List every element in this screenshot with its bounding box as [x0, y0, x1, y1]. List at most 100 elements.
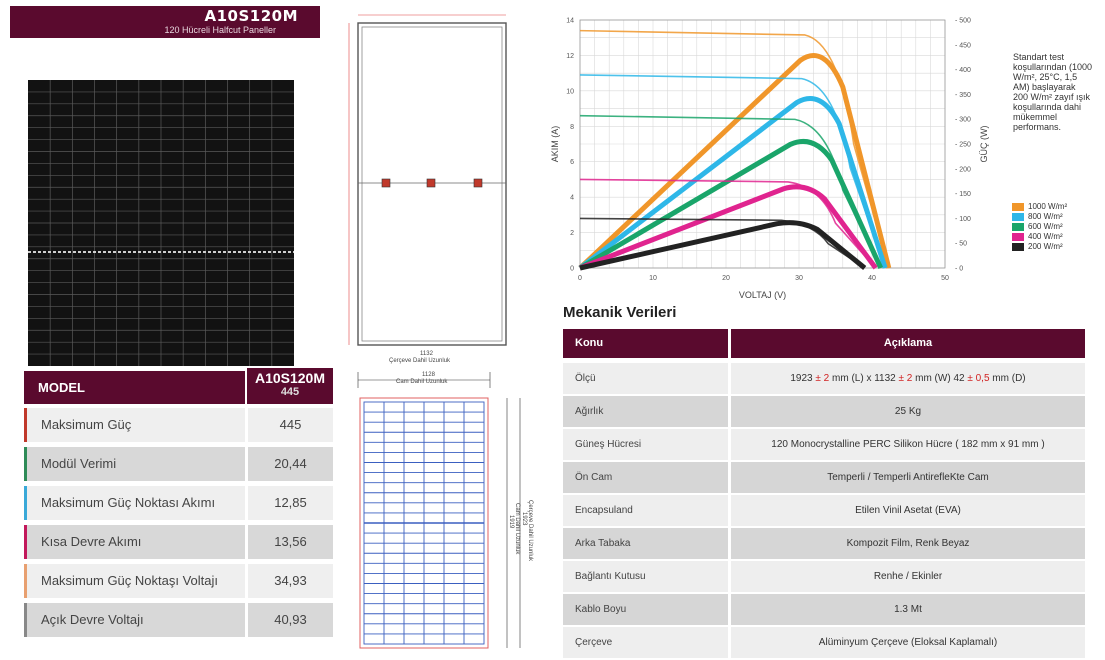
legend-swatch	[1012, 232, 1024, 241]
pv-curve	[579, 220, 867, 271]
legend-item: 1000 W/m²	[1012, 202, 1067, 212]
model-table-row: Açık Devre Voltajı 40,93	[24, 603, 333, 637]
y2-tick-label: - 150	[955, 191, 971, 198]
y2-tick-label: - 400	[955, 67, 971, 74]
mechanical-row-value: Kompozit Film, Renk Beyaz	[731, 528, 1085, 559]
model-row-label: Maksimum Güç Noktaşı Voltajı	[24, 564, 245, 598]
pv-curve	[579, 184, 878, 271]
y-tick-label: 0	[570, 266, 574, 273]
mechanical-row: Kablo Boyu 1.3 Mt	[563, 594, 1085, 625]
y-tick-label: 12	[566, 53, 574, 60]
y2-tick-label: - 350	[955, 92, 971, 99]
glass-height-label: Cam Dahil Uzunluk	[514, 503, 520, 555]
y-tick-label: 14	[566, 18, 574, 25]
mechanical-header-aciklama: Açıklama	[731, 329, 1085, 358]
mechanical-title: Mekanik Verileri	[563, 304, 677, 321]
model-title: A10S120M	[204, 7, 298, 25]
pv-curve	[578, 53, 892, 270]
legend-label: 1000 W/m²	[1028, 202, 1068, 211]
legend-item: 800 W/m²	[1012, 212, 1063, 222]
y-tick-label: 6	[570, 159, 574, 166]
panel-front-drawing	[344, 8, 524, 353]
model-table-row: Maksimum Güç Noktaşı Voltajı 34,93	[24, 564, 333, 598]
mechanical-row-key: Çerçeve	[563, 627, 728, 658]
mechanical-row: Ağırlık 25 Kg	[563, 396, 1085, 427]
mechanical-row-key: Güneş Hücresi	[563, 429, 728, 460]
x-tick-label: 50	[941, 275, 949, 282]
legend-item: 600 W/m²	[1012, 222, 1063, 232]
model-table-row: Maksimum Güç 445	[24, 408, 333, 442]
y-tick-label: 4	[570, 195, 574, 202]
y-tick-label: 2	[570, 230, 574, 237]
frame-height-label: Çerçeve Dahil Uzunluk	[527, 500, 533, 562]
x-tick-label: 30	[795, 275, 803, 282]
mechanical-row-key: Kablo Boyu	[563, 594, 728, 625]
legend-item: 400 W/m²	[1012, 232, 1063, 242]
model-row-label: Maksimum Güç Noktası Akımı	[24, 486, 245, 520]
model-subtitle: 120 Hücreli Halfcut Paneller	[164, 25, 276, 35]
y-tick-label: 10	[566, 88, 574, 95]
y2-tick-label: - 100	[955, 216, 971, 223]
glass-length-value: 1128	[422, 372, 435, 378]
model-row-value: 20,44	[248, 447, 333, 481]
mechanical-row-key: Ölçü	[563, 363, 728, 394]
mechanical-row-value: 120 Monocrystalline PERC Silikon Hücre (…	[731, 429, 1085, 460]
y-axis-label: AKIM (A)	[550, 126, 560, 163]
mechanical-row: Encapsuland Etilen Vinil Asetat (EVA)	[563, 495, 1085, 526]
title-banner: A10S120M 120 Hücreli Halfcut Paneller	[10, 6, 320, 38]
model-row-label: Açık Devre Voltajı	[24, 603, 245, 637]
mechanical-row: Ön Cam Temperli / Temperli AntirefleKte C…	[563, 462, 1085, 493]
x-tick-label: 20	[722, 275, 730, 282]
y2-tick-label: - 450	[955, 42, 971, 49]
y2-tick-label: - 0	[955, 266, 963, 273]
model-row-value: 13,56	[248, 525, 333, 559]
mechanical-row-key: Ön Cam	[563, 462, 728, 493]
mechanical-row-value: Alüminyum Çerçeve (Eloksal Kaplamalı)	[731, 627, 1085, 658]
stc-note: Standart test koşullarından (1000 W/m², …	[1013, 52, 1093, 132]
frame-length-value: 1132	[420, 351, 433, 357]
legend-label: 200 W/m²	[1028, 242, 1063, 251]
legend-swatch	[1012, 202, 1024, 211]
legend-label: 400 W/m²	[1028, 232, 1063, 241]
mechanical-row: Arka Tabaka Kompozit Film, Renk Beyaz	[563, 528, 1085, 559]
model-table-row: Maksimum Güç Noktası Akımı 12,85	[24, 486, 333, 520]
y2-tick-label: - 250	[955, 142, 971, 149]
mechanical-row: Güneş Hücresi 120 Monocrystalline PERC Si…	[563, 429, 1085, 460]
model-row-label: Kısa Devre Akımı	[24, 525, 245, 559]
model-row-value: 40,93	[248, 603, 333, 637]
mechanical-row-value: Etilen Vinil Asetat (EVA)	[731, 495, 1085, 526]
mechanical-row-key: Arka Tabaka	[563, 528, 728, 559]
frame-length-label: Çerçeve Dahil Uzunluk	[389, 358, 451, 364]
pv-curve	[578, 96, 888, 270]
mechanical-row-key: Bağlantı Kutusu	[563, 561, 728, 592]
solar-panel-image	[28, 80, 294, 366]
x-tick-label: 40	[868, 275, 876, 282]
x-tick-label: 0	[578, 275, 582, 282]
iv-chart: 0 10 20 30 40 50 0 2 4 6 8 10 12 14 - 0 - 50 - 100 - 150 -…	[548, 6, 998, 304]
mechanical-row-value: Temperli / Temperli AntirefleKte Cam	[731, 462, 1085, 493]
mechanical-row-value: 1923 ± 2 mm (L) x 1132 ± 2 mm (W) 42 ± 0…	[731, 363, 1085, 394]
mechanical-row: Bağlantı Kutusu Renhe / Ekinler	[563, 561, 1085, 592]
legend-label: 800 W/m²	[1028, 212, 1063, 221]
panel-back-drawing	[355, 368, 545, 653]
y-tick-label: 8	[570, 124, 574, 131]
legend-swatch	[1012, 222, 1024, 231]
legend-label: 600 W/m²	[1028, 222, 1063, 231]
model-table-header-model: A10S120M 445	[247, 368, 333, 404]
glass-length-label: Cam Dahil Uzunluk	[396, 379, 448, 385]
model-row-label: Modül Verimi	[24, 447, 245, 481]
x-tick-label: 10	[649, 275, 657, 282]
mechanical-header-konu: Konu	[563, 329, 728, 358]
mechanical-row: Çerçeve Alüminyum Çerçeve (Eloksal Kaplam…	[563, 627, 1085, 658]
mechanical-row: Ölçü 1923 ± 2 mm (L) x 1132 ± 2 mm (W) 42…	[563, 363, 1085, 394]
model-row-value: 12,85	[248, 486, 333, 520]
y2-axis-label: GÜÇ (W)	[979, 126, 989, 163]
plot-frame	[579, 19, 946, 269]
mechanical-row-key: Encapsuland	[563, 495, 728, 526]
y2-tick-label: - 200	[955, 166, 971, 173]
pv-curve	[578, 138, 884, 271]
model-table-row: Kısa Devre Akımı 13,56	[24, 525, 333, 559]
model-row-value: 34,93	[248, 564, 333, 598]
y2-tick-label: - 50	[955, 241, 967, 248]
mechanical-row-value: Renhe / Ekinler	[731, 561, 1085, 592]
